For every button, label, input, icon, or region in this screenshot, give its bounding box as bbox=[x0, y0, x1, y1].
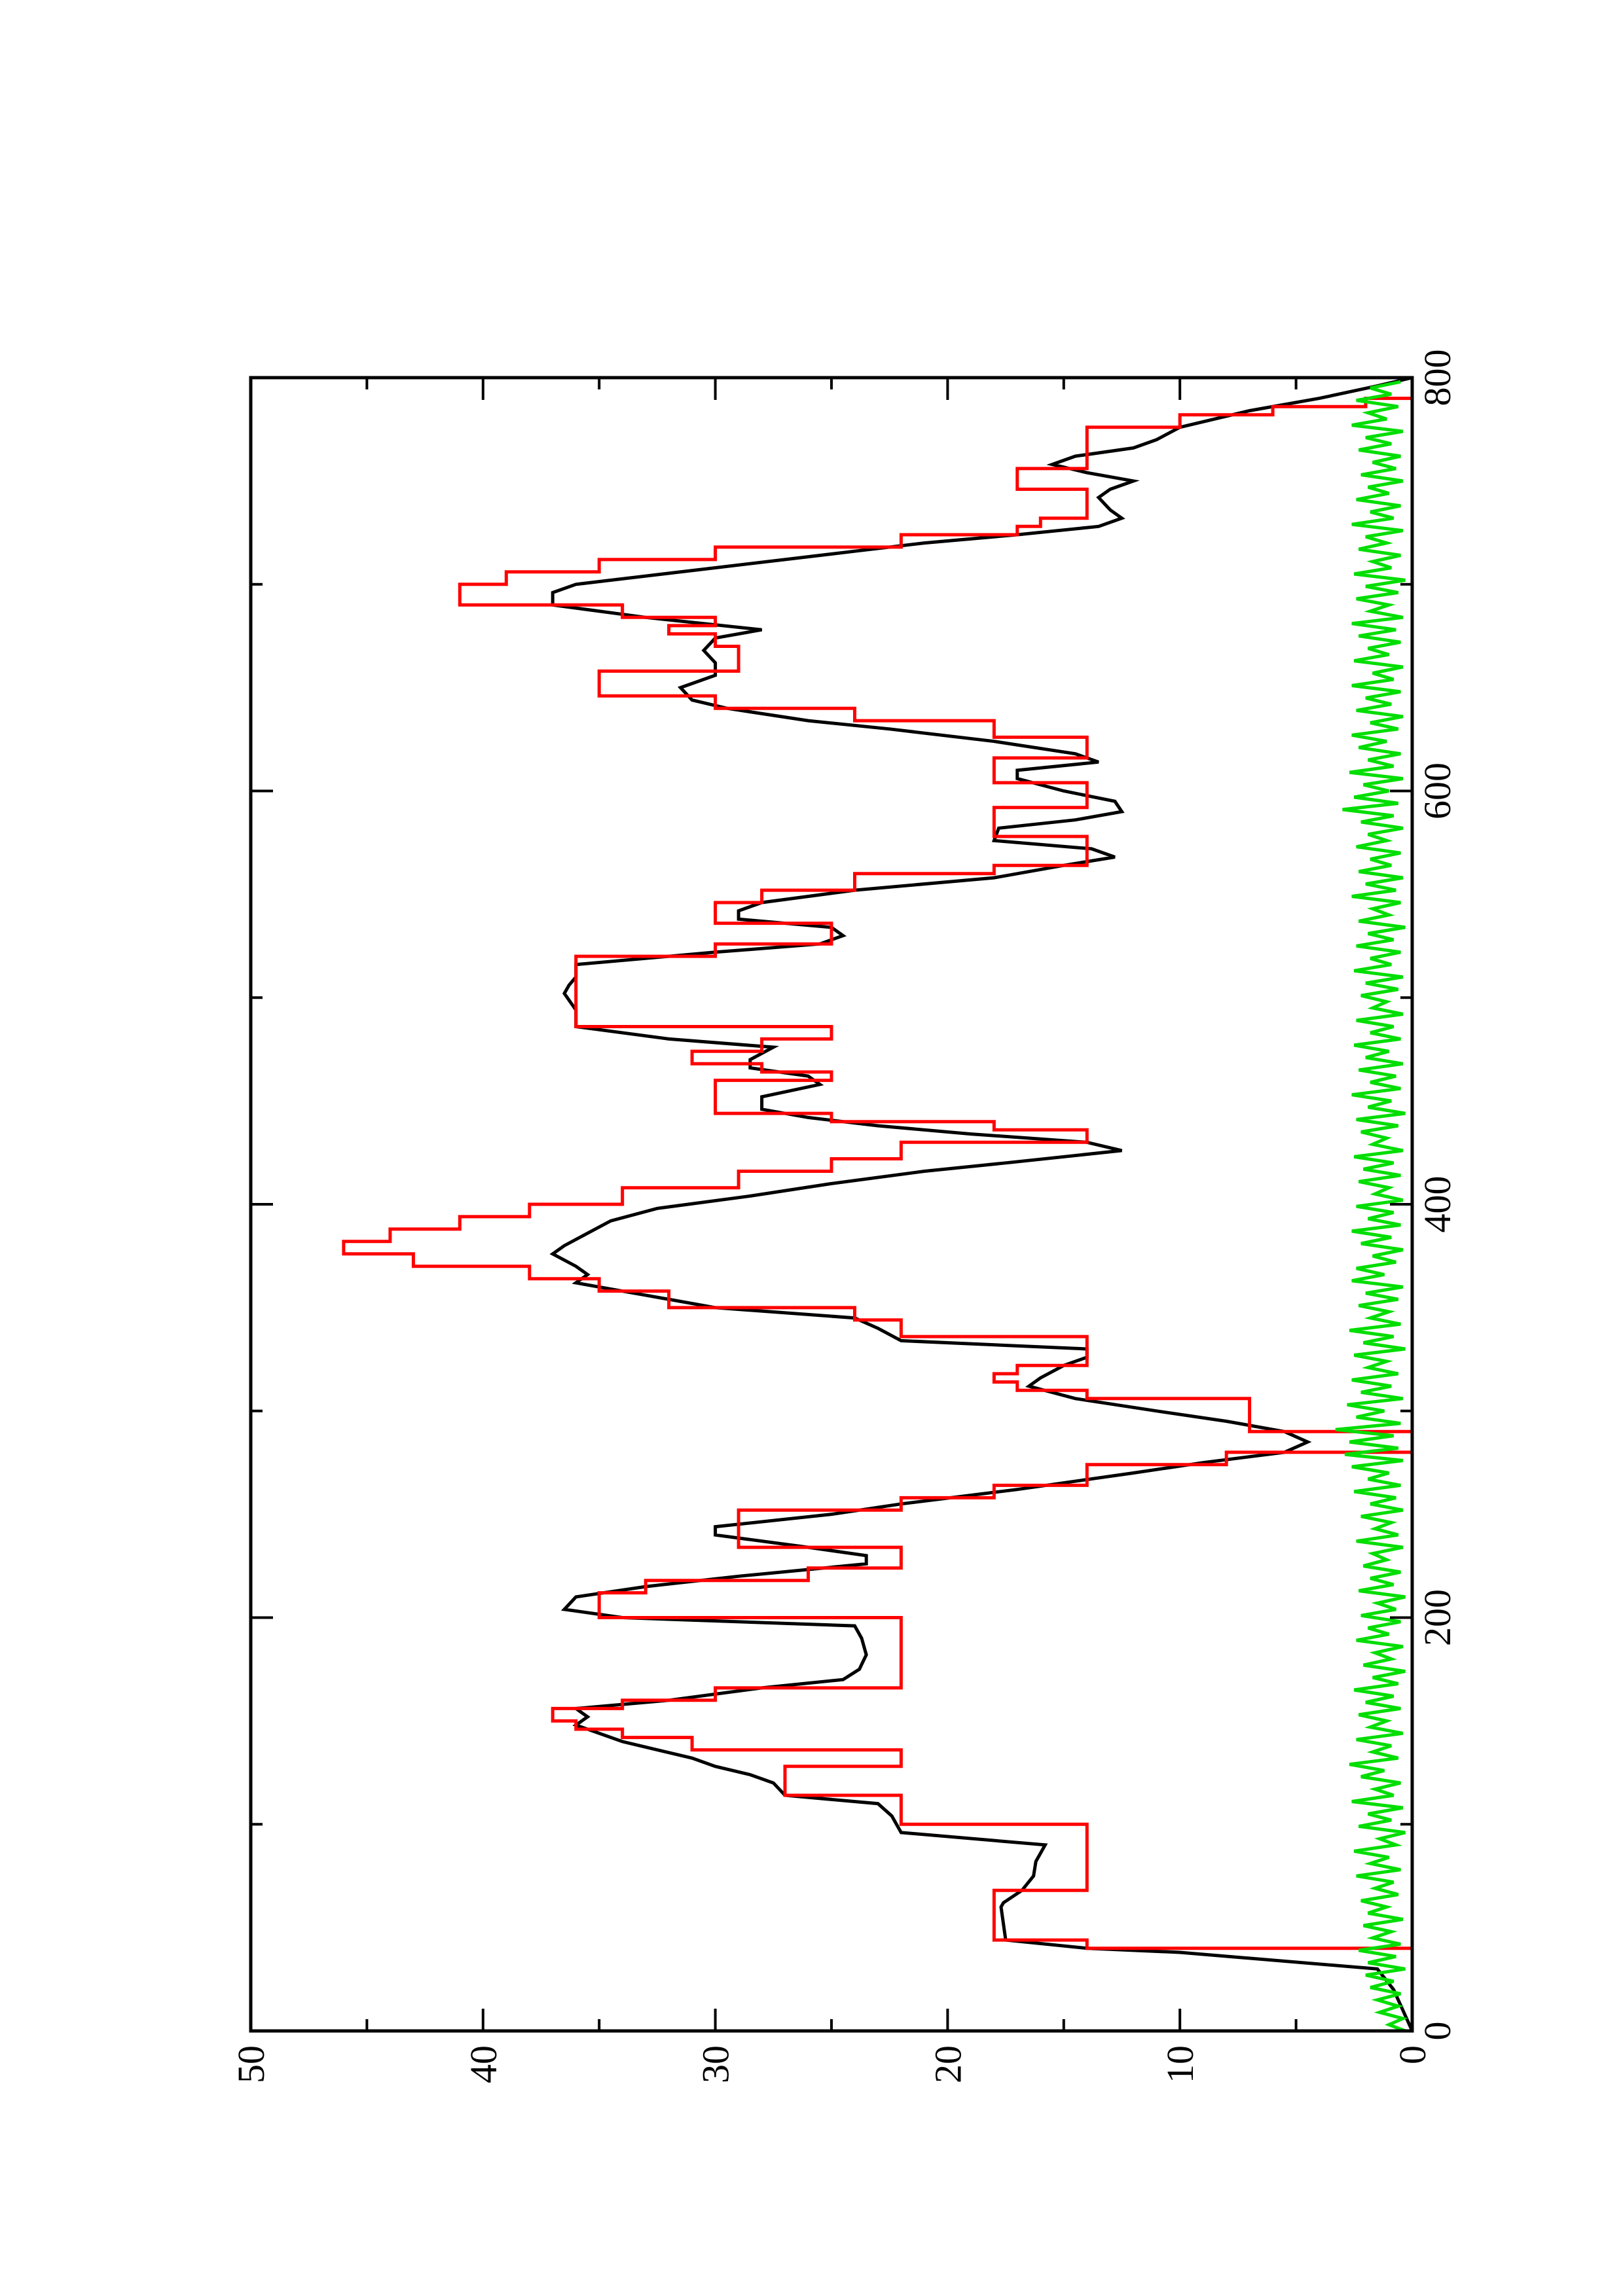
y-tick-label: 0 bbox=[1391, 2045, 1434, 2064]
plot-frame bbox=[249, 376, 1414, 2033]
y-tick-label: 20 bbox=[926, 2045, 969, 2083]
x-tick-label: 800 bbox=[1416, 350, 1459, 406]
x-tick-label: 400 bbox=[1416, 1176, 1459, 1233]
x-tick-label: 200 bbox=[1416, 1589, 1459, 1646]
x-tick-label: 0 bbox=[1416, 2022, 1459, 2041]
x-tick-label: 600 bbox=[1416, 762, 1459, 819]
y-tick-label: 30 bbox=[695, 2045, 737, 2083]
plot-area: 0 200 400 600 800 0 10 20 30 40 50 bbox=[230, 350, 1459, 2084]
y-tick-label: 40 bbox=[462, 2045, 505, 2083]
series-line-2 bbox=[342, 378, 1414, 2031]
y-tick-label: 10 bbox=[1159, 2045, 1201, 2083]
series-line-3 bbox=[1335, 380, 1408, 2033]
y-tick-label: 50 bbox=[230, 2045, 272, 2083]
